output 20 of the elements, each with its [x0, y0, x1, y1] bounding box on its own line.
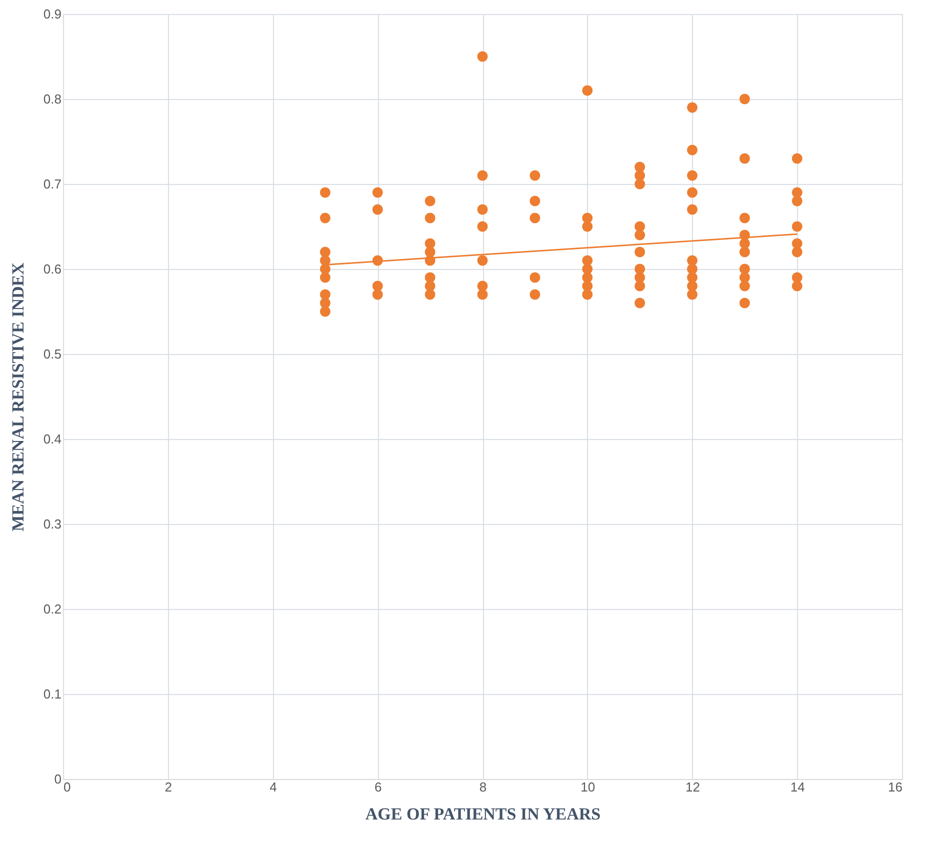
y-tick-label: 0.3 [43, 516, 62, 532]
x-tick-label: 16 [888, 780, 902, 794]
x-tick-label: 8 [479, 780, 487, 794]
x-tick-label: 10 [580, 780, 596, 794]
y-axis-title: MEAN RENAL RESISTIVE INDEX [8, 262, 28, 532]
x-tick-label: 0 [64, 780, 71, 794]
x-tick-label: 4 [270, 780, 277, 794]
y-tick-label: 0.2 [43, 602, 62, 616]
x-tick-label: 14 [790, 780, 805, 794]
y-tick-label: 0.5 [43, 346, 62, 362]
y-tick-label: 0.7 [43, 176, 62, 192]
y-tick-label: 0.6 [43, 262, 62, 276]
x-axis-title: AGE OF PATIENTS IN YEARS [365, 804, 601, 824]
y-tick-label: 0.1 [43, 686, 62, 702]
y-tick-label: 0.8 [43, 92, 62, 106]
y-tick-label: 0.4 [43, 432, 62, 446]
x-tick-label: 2 [164, 780, 172, 794]
x-tick-label: 6 [374, 780, 382, 794]
y-tick-label: 0.9 [43, 6, 62, 22]
x-tick-label: 12 [686, 780, 700, 794]
